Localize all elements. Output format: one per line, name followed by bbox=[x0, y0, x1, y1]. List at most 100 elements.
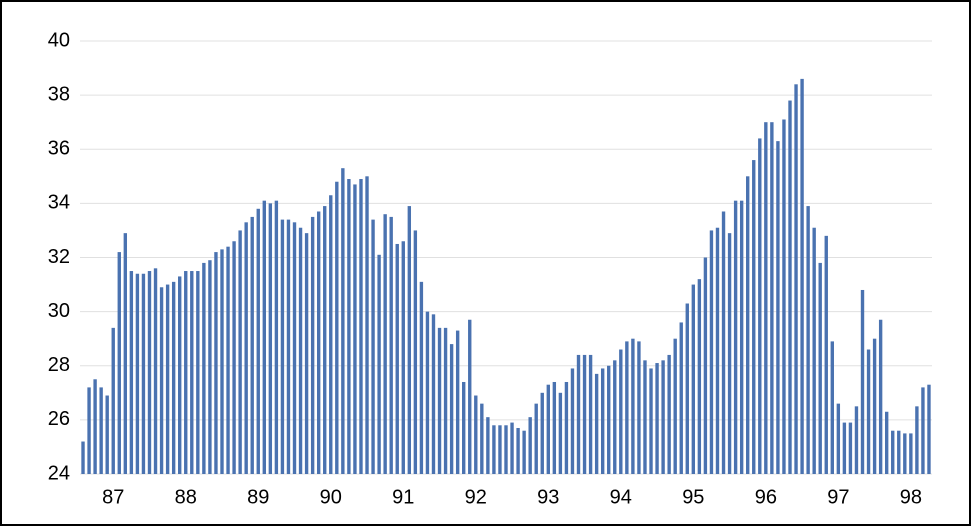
bar bbox=[316, 211, 321, 474]
bar bbox=[190, 271, 194, 474]
bar bbox=[637, 341, 641, 474]
bar bbox=[93, 379, 97, 474]
bar bbox=[884, 411, 889, 474]
bar bbox=[486, 417, 490, 474]
bar bbox=[250, 216, 254, 474]
bar bbox=[746, 176, 750, 474]
bar bbox=[818, 262, 822, 474]
bar bbox=[806, 206, 810, 475]
bar bbox=[165, 284, 170, 474]
bar bbox=[921, 387, 925, 474]
x-tick-label: 96 bbox=[755, 486, 777, 508]
bar bbox=[546, 384, 550, 474]
bar bbox=[776, 141, 780, 474]
bar bbox=[848, 422, 853, 474]
bar bbox=[673, 338, 677, 474]
bar bbox=[468, 319, 472, 474]
bar bbox=[812, 227, 816, 474]
bar bbox=[171, 281, 176, 474]
bar bbox=[570, 368, 575, 474]
bar bbox=[788, 100, 792, 474]
bar bbox=[643, 360, 647, 474]
bar bbox=[449, 344, 454, 474]
bar bbox=[268, 203, 273, 474]
bar bbox=[492, 425, 496, 474]
bar bbox=[226, 246, 230, 474]
bar bbox=[256, 208, 260, 474]
bar bbox=[401, 241, 405, 474]
bar bbox=[607, 365, 611, 474]
bar bbox=[897, 430, 901, 474]
bar bbox=[582, 354, 587, 474]
bar bbox=[371, 219, 375, 474]
bar bbox=[232, 241, 236, 474]
bar bbox=[443, 327, 448, 474]
bar bbox=[903, 433, 907, 474]
bar bbox=[274, 200, 279, 474]
bar bbox=[655, 363, 659, 474]
bar bbox=[395, 243, 399, 474]
bar bbox=[564, 381, 569, 474]
bar bbox=[292, 222, 297, 474]
bar bbox=[752, 160, 756, 474]
bar bbox=[594, 373, 599, 474]
bar bbox=[830, 341, 834, 474]
y-tick-label: 32 bbox=[48, 246, 70, 268]
bar bbox=[558, 392, 563, 474]
bar bbox=[866, 349, 871, 474]
bar bbox=[770, 122, 774, 474]
x-tick-label: 89 bbox=[247, 486, 269, 508]
bar bbox=[202, 262, 206, 474]
bar bbox=[703, 257, 708, 474]
bar bbox=[504, 425, 508, 474]
x-tick-label: 87 bbox=[102, 486, 124, 508]
x-tick-label: 88 bbox=[175, 486, 197, 508]
bar bbox=[733, 200, 738, 474]
bar bbox=[854, 406, 859, 474]
bar bbox=[534, 403, 538, 474]
y-tick-label: 30 bbox=[48, 300, 70, 322]
y-tick-label: 40 bbox=[48, 29, 70, 51]
bar bbox=[685, 303, 689, 474]
bar bbox=[661, 360, 665, 474]
bar bbox=[782, 119, 786, 474]
bar bbox=[99, 387, 103, 474]
bar bbox=[860, 289, 865, 474]
x-tick-label: 91 bbox=[392, 486, 414, 508]
y-tick-label: 26 bbox=[48, 408, 70, 430]
y-tick-label: 24 bbox=[48, 462, 70, 484]
bar bbox=[679, 322, 683, 474]
bar bbox=[159, 287, 164, 474]
bar bbox=[81, 441, 85, 474]
bar bbox=[878, 319, 883, 474]
bar bbox=[709, 230, 714, 474]
bar bbox=[347, 179, 351, 475]
bar bbox=[341, 168, 345, 474]
bar bbox=[123, 233, 128, 474]
bar bbox=[800, 78, 804, 474]
bar bbox=[117, 252, 121, 474]
bar bbox=[280, 219, 285, 474]
bar bbox=[631, 338, 635, 474]
bar bbox=[576, 354, 581, 474]
bar bbox=[310, 216, 315, 474]
bar bbox=[691, 284, 696, 474]
bar bbox=[389, 216, 393, 474]
x-tick-label: 90 bbox=[320, 486, 342, 508]
bar bbox=[455, 330, 460, 474]
bar bbox=[480, 403, 484, 474]
bar bbox=[613, 360, 617, 474]
bar bbox=[619, 349, 623, 474]
y-tick-label: 28 bbox=[48, 354, 70, 376]
x-tick-label: 94 bbox=[610, 486, 632, 508]
bar bbox=[510, 422, 514, 474]
bar bbox=[105, 395, 109, 474]
bar bbox=[552, 381, 557, 474]
bar bbox=[141, 273, 146, 474]
bar bbox=[727, 233, 732, 474]
bar bbox=[739, 200, 744, 474]
y-tick-label: 34 bbox=[48, 192, 70, 214]
bar bbox=[208, 260, 212, 474]
bar bbox=[721, 211, 726, 474]
